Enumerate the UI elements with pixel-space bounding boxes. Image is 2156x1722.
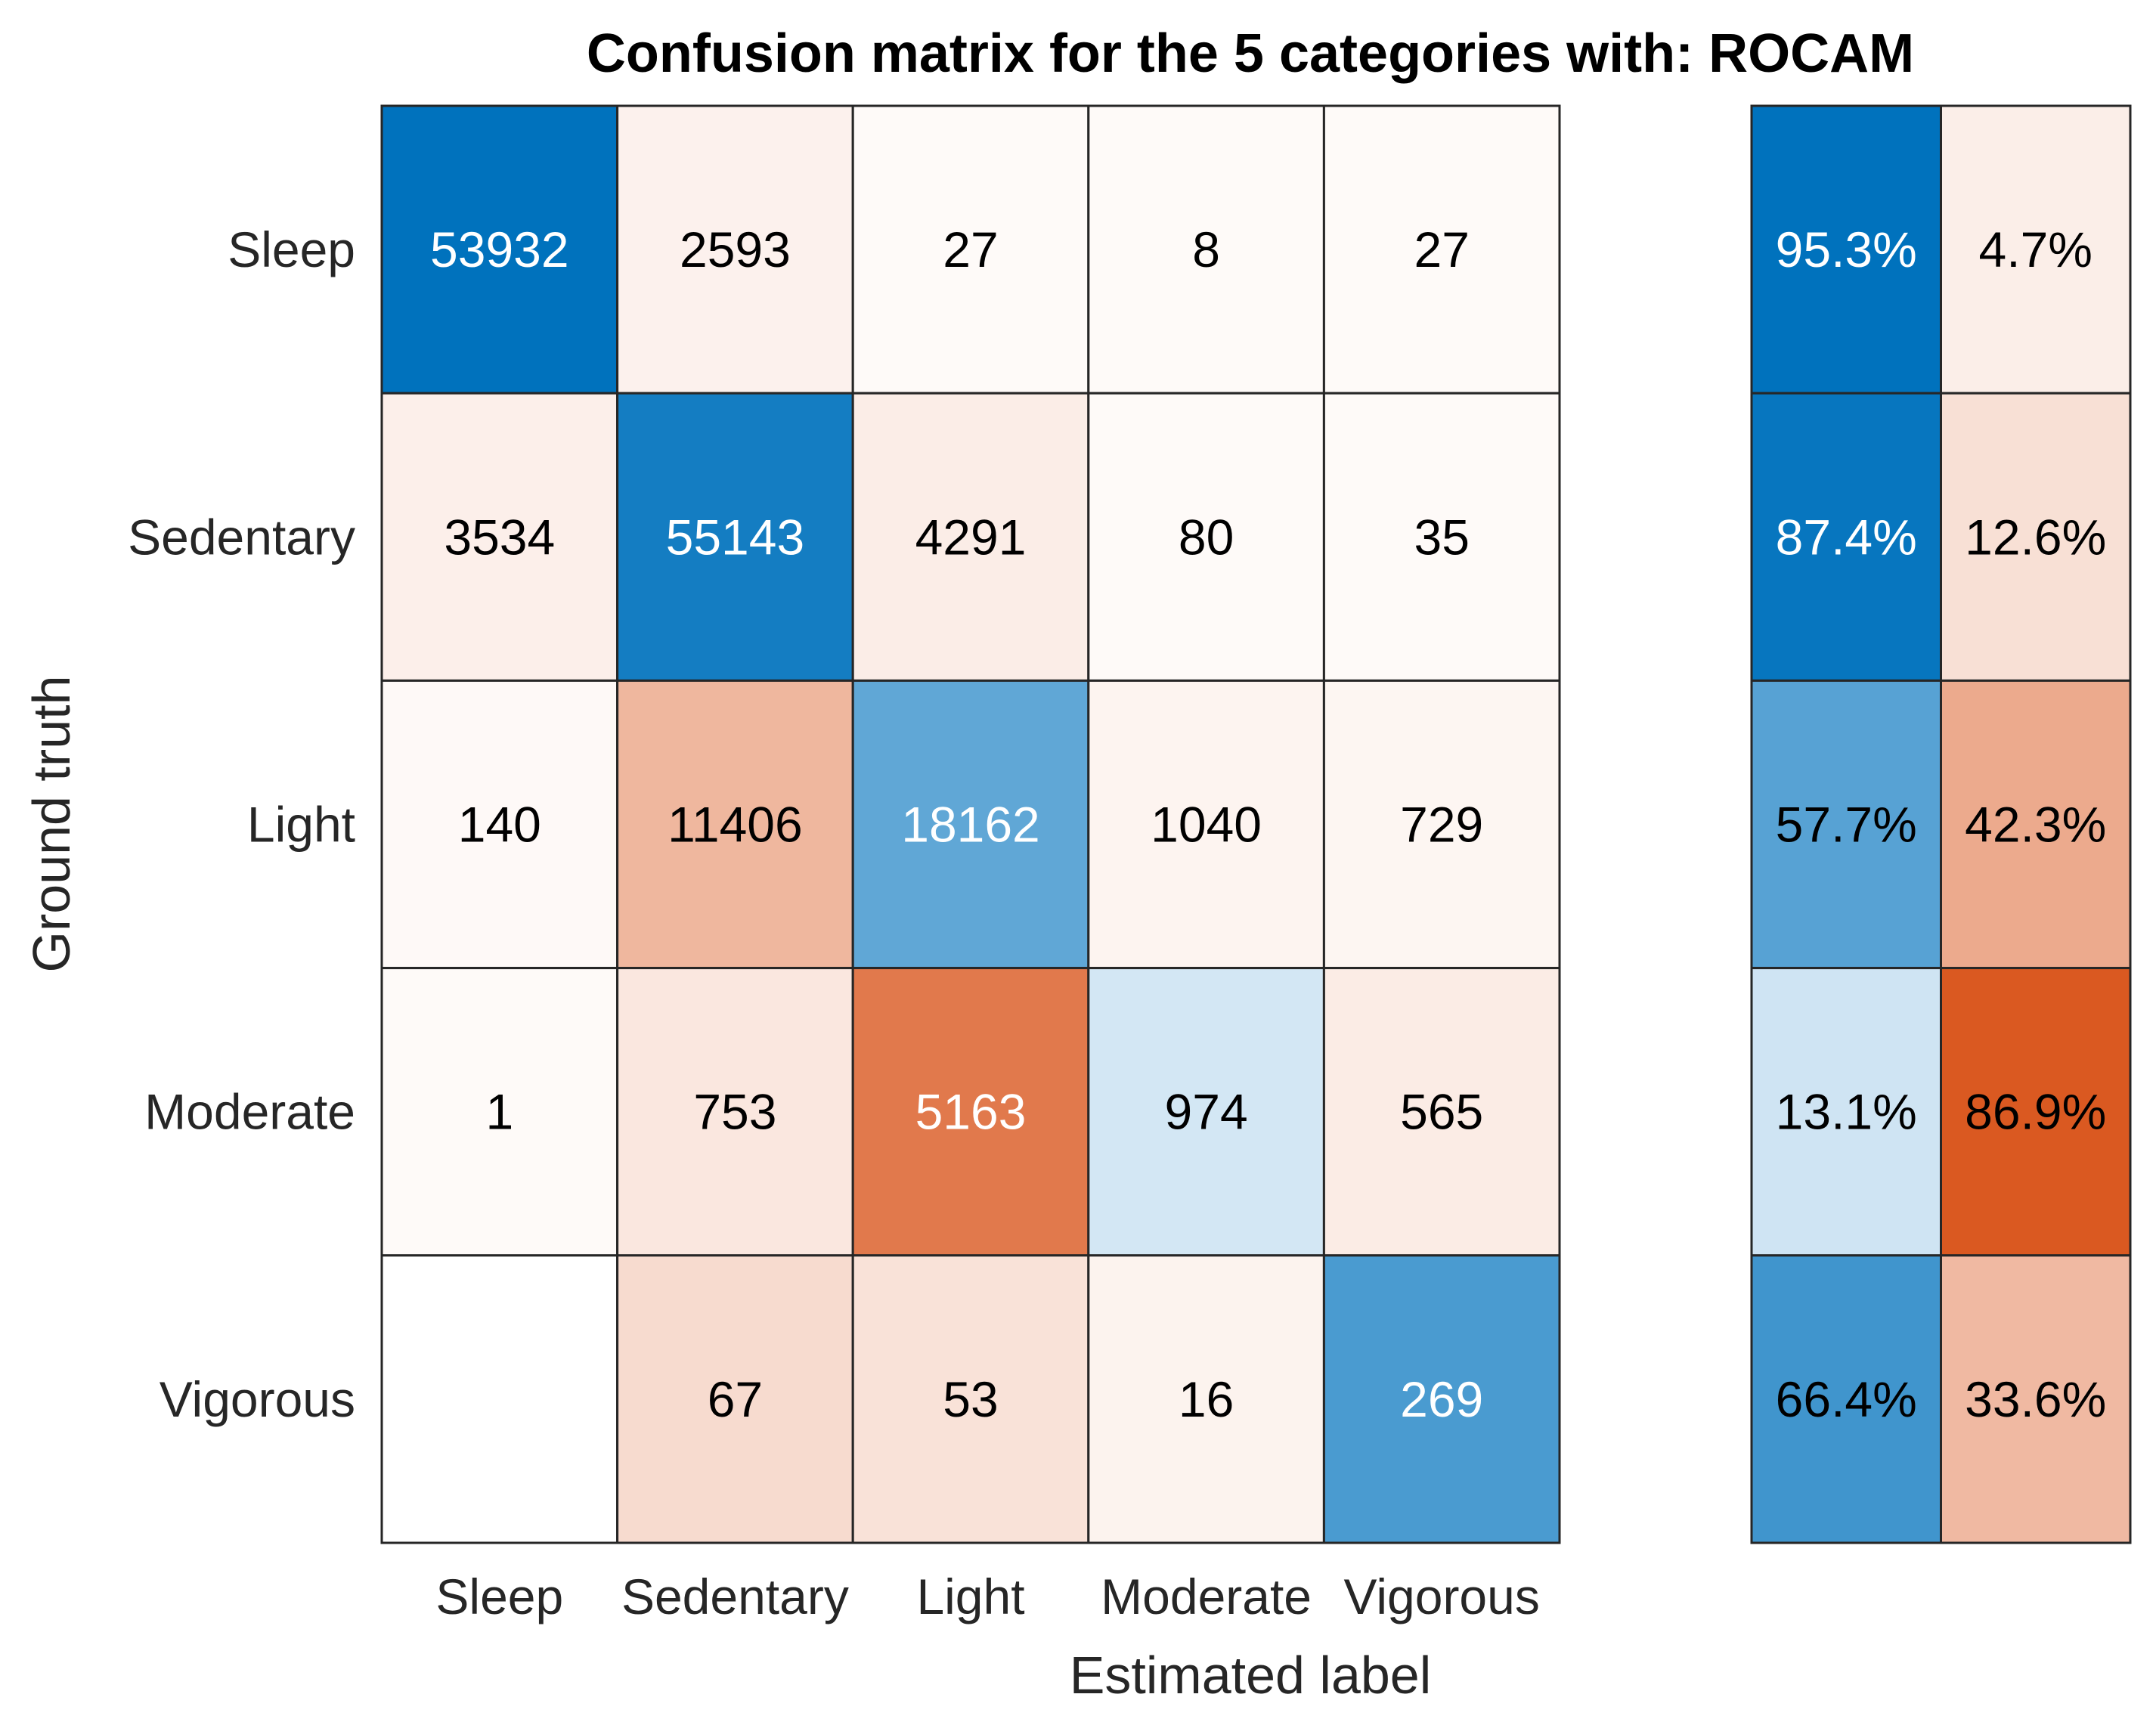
matrix-cells: 53932 2593 27 8 27 3534 55143 4291 80 35 140 11406 1… — [380, 104, 1561, 1544]
chart-title: Confusion matrix for the 5 categories wi… — [587, 23, 1914, 84]
y-axis-label: Ground truth — [22, 676, 81, 973]
column-tick-labels: Sleep Sedentary Light Moderate Vigorous — [435, 1569, 1539, 1624]
row-summary-correct-value: 95.3% — [1776, 221, 1917, 277]
row-summary-incorrect-value: 42.3% — [1965, 797, 2106, 853]
column-tick-label: Sedentary — [621, 1569, 849, 1624]
matrix-cell — [851, 967, 1090, 1257]
matrix-cell — [1322, 104, 1561, 395]
row-summary-correct-cell — [1750, 104, 1942, 395]
matrix-cell — [1087, 1254, 1325, 1544]
matrix-cell — [616, 104, 854, 395]
row-summary-correct-value: 87.4% — [1776, 509, 1917, 565]
row-summary-incorrect-cell — [1940, 1254, 2132, 1544]
matrix-cell-value: 55143 — [666, 509, 805, 565]
column-tick-label: Light — [916, 1569, 1024, 1624]
matrix-cell — [851, 392, 1090, 682]
matrix-cell — [616, 679, 854, 970]
matrix-cell-value: 5163 — [915, 1084, 1027, 1140]
matrix-cell-value: 1 — [485, 1084, 513, 1140]
matrix-cell-value: 753 — [693, 1084, 776, 1140]
matrix-cell — [1322, 1254, 1561, 1544]
matrix-cell — [851, 1254, 1090, 1544]
matrix-cell — [380, 1254, 619, 1544]
matrix-cell — [1322, 392, 1561, 682]
column-tick-label: Sleep — [435, 1569, 563, 1624]
matrix-cell-value: 1040 — [1151, 797, 1262, 853]
row-summary-correct-cell — [1750, 967, 1942, 1257]
matrix-cell-value: 80 — [1179, 509, 1234, 565]
matrix-cell — [1087, 679, 1325, 970]
matrix-cell-value: 974 — [1165, 1084, 1248, 1140]
matrix-cell-value: 565 — [1400, 1084, 1483, 1140]
row-tick-label: Light — [247, 797, 355, 853]
matrix-cell-value: 140 — [458, 797, 541, 853]
matrix-cell-value: 4291 — [915, 509, 1027, 565]
column-tick-label: Vigorous — [1344, 1569, 1540, 1624]
row-summary-incorrect-value: 33.6% — [1965, 1371, 2106, 1427]
matrix-cell — [1087, 967, 1325, 1257]
matrix-cell-value: 53 — [943, 1371, 998, 1427]
column-tick-label: Moderate — [1101, 1569, 1312, 1624]
matrix-cell — [1322, 967, 1561, 1257]
matrix-cell — [1087, 104, 1325, 395]
matrix-cell-value: 729 — [1400, 797, 1483, 853]
matrix-cell-value: 27 — [943, 221, 998, 277]
row-tick-label: Vigorous — [160, 1371, 355, 1427]
row-tick-label: Moderate — [144, 1084, 355, 1140]
row-summary-correct-value: 57.7% — [1776, 797, 1917, 853]
matrix-cell — [1322, 679, 1561, 970]
matrix-cell — [380, 392, 619, 682]
row-summary-cells: 95.3% 87.4% 57.7% 13.1% 66.4% 4.7% 12.6% 42.3% 8… — [1750, 104, 2132, 1544]
matrix-cell-value: 27 — [1414, 221, 1469, 277]
matrix-cell-value: 2593 — [680, 221, 791, 277]
matrix-cell-value: 18162 — [901, 797, 1040, 853]
row-summary-correct-value: 13.1% — [1776, 1084, 1917, 1140]
matrix-cell — [851, 104, 1090, 395]
row-tick-labels: Sleep Sedentary Light Moderate Vigorous — [128, 221, 355, 1427]
row-summary-incorrect-value: 4.7% — [1979, 221, 2092, 277]
matrix-cell-value: 8 — [1192, 221, 1220, 277]
matrix-cell — [380, 967, 619, 1257]
matrix-cell — [616, 967, 854, 1257]
matrix-cell-value: 16 — [1179, 1371, 1234, 1427]
matrix-cell-value: 269 — [1400, 1371, 1483, 1427]
row-summary-incorrect-value: 12.6% — [1965, 509, 2106, 565]
row-tick-label: Sedentary — [128, 509, 355, 565]
matrix-cell-value: 11406 — [668, 797, 803, 853]
row-tick-label: Sleep — [228, 221, 355, 277]
x-axis-label: Estimated label — [1070, 1646, 1432, 1705]
row-summary-correct-cell — [1750, 679, 1942, 970]
row-summary-incorrect-value: 86.9% — [1965, 1084, 2106, 1140]
matrix-cell-value: 3534 — [444, 509, 555, 565]
matrix-cell-value: 67 — [708, 1371, 763, 1427]
matrix-cell — [616, 1254, 854, 1544]
row-summary-correct-cell — [1750, 1254, 1942, 1544]
matrix-cell — [851, 679, 1090, 970]
row-summary-incorrect-cell — [1940, 967, 2132, 1257]
row-summary-incorrect-cell — [1940, 392, 2132, 682]
row-summary-correct-value: 66.4% — [1776, 1371, 1917, 1427]
matrix-cell-value: 53932 — [430, 221, 569, 277]
row-summary-incorrect-cell — [1940, 104, 2132, 395]
matrix-cell-value: 35 — [1414, 509, 1469, 565]
matrix-cell — [380, 104, 619, 395]
